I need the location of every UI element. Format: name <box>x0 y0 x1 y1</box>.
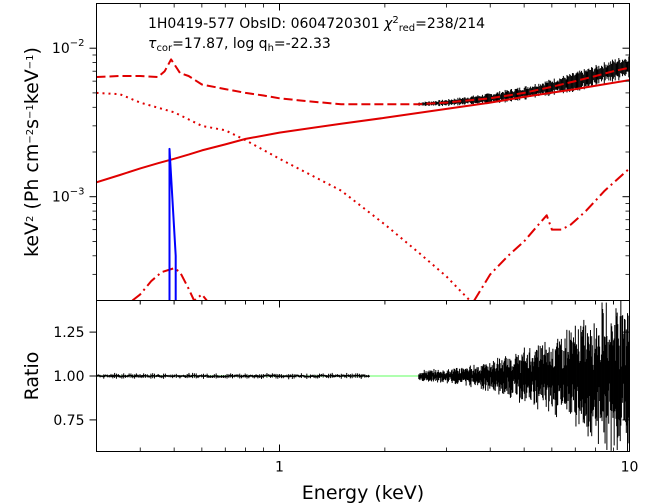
text-part: χ <box>383 16 393 32</box>
text-part: 2 <box>392 15 398 26</box>
text-part: keV <box>21 222 43 257</box>
text-part: −2 <box>25 129 36 144</box>
annotation-line-2: τcor=17.87, log qh=-22.33 <box>148 36 331 54</box>
text-part: (Ph cm <box>21 144 43 216</box>
text-part: keV <box>21 69 43 104</box>
ratio-plot-area <box>96 300 630 452</box>
spectrum-series-dashed-1-0 <box>96 58 630 106</box>
spectrum-data-points <box>418 56 630 107</box>
text-part: 1H0419-577 ObsID: 0604720301 <box>148 16 384 32</box>
axes-layer: 1 10 10−2 10−3 0.75 1.00 1.25 <box>52 3 639 476</box>
text-part: =238/214 <box>415 16 485 32</box>
x-tick-label: 1 <box>275 460 284 476</box>
x-tick-label: 10 <box>621 460 639 476</box>
spectrum-y-tick-label: 10−3 <box>52 187 85 206</box>
text-part: =-22.33 <box>274 36 331 52</box>
ratio-data-points <box>96 300 630 452</box>
ratio-y-tick-label: 1.00 <box>53 369 84 385</box>
spectrum-series-solid-2-0 <box>96 79 630 184</box>
text-part: −1 <box>25 54 36 69</box>
spectrum-series-dashdot-4-1 <box>473 167 630 301</box>
x-axis-label: Energy (keV) <box>302 482 424 504</box>
annotation-line-1: 1H0419-577 ObsID: 0604720301 χ2red=238/2… <box>148 15 485 34</box>
text-part: =17.87, log q <box>172 36 267 52</box>
text-part: cor <box>156 43 173 54</box>
text-part: ) <box>21 47 43 54</box>
text-part: red <box>399 23 415 34</box>
text-part: 2 <box>25 216 36 222</box>
ratio-y-axis-label: Ratio <box>21 352 43 401</box>
ratio-y-tick-label: 0.75 <box>53 413 84 429</box>
text-part: −1 <box>25 104 36 119</box>
text-part: h <box>268 43 274 54</box>
spectrum-series-dashdot-4-0 <box>131 267 208 301</box>
spectrum-y-axis-label: keV2 (Ph cm−2s−1keV−1) <box>21 47 43 257</box>
spectrum-y-tick-label: 10−2 <box>52 38 85 57</box>
text-part: s <box>21 119 43 129</box>
spectrum-series-solid-5-0 <box>168 147 177 301</box>
spectrum-plot-area <box>96 56 630 301</box>
text-part: τ <box>148 36 157 52</box>
ratio-y-tick-label: 1.25 <box>53 325 84 341</box>
spectrum-series-dotted-3-0 <box>96 91 471 301</box>
